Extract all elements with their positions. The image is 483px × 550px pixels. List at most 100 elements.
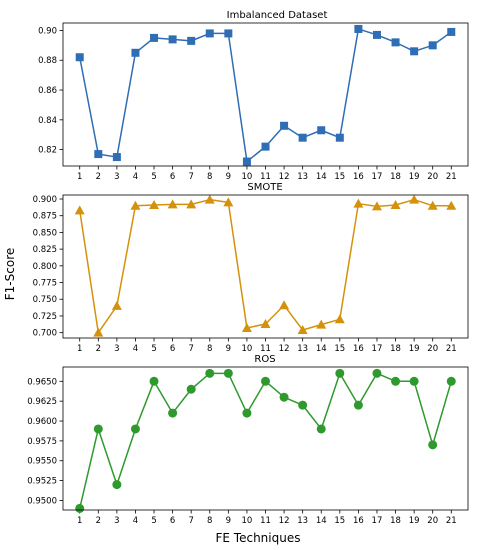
data-point (167, 199, 178, 209)
data-point (223, 197, 234, 207)
x-tick-label: 3 (114, 516, 119, 526)
x-tick-label: 12 (279, 172, 290, 182)
data-point (447, 27, 456, 36)
data-point (149, 200, 160, 210)
data-point (371, 201, 382, 211)
data-point (261, 142, 270, 151)
data-point (446, 376, 456, 386)
data-point (75, 53, 84, 62)
data-point (353, 400, 363, 410)
axes-frame (62, 366, 469, 511)
y-tick-label: 0.82 (38, 146, 57, 156)
x-tick-label: 19 (409, 172, 420, 182)
x-tick-label: 17 (372, 516, 383, 526)
x-tick-label: 14 (316, 172, 327, 182)
data-point (168, 408, 178, 418)
panel-ros: ROS 1 2 3 4 5 6 7 8 9 10 11 12 13 14 15 16 17 18 19 20 210.9… (27, 354, 469, 526)
x-tick-label: 4 (133, 516, 138, 526)
y-tick-label: 0.88 (38, 56, 57, 66)
data-point (428, 41, 437, 50)
x-tick-label: 9 (226, 172, 231, 182)
y-tick-label: 0.90 (38, 26, 57, 36)
y-tick-label: 0.775 (33, 279, 57, 289)
y-tick-label: 0.9550 (27, 457, 57, 467)
x-tick-label: 15 (334, 516, 345, 526)
x-tick-label: 10 (242, 344, 253, 354)
x-tick-label: 18 (390, 172, 401, 182)
x-tick-label: 2 (96, 516, 101, 526)
x-tick-label: 8 (207, 516, 212, 526)
data-point (223, 368, 233, 378)
panel-smote: SMOTE 1 2 3 4 5 6 7 8 9 10 11 12 13 14 15 16 17 18 19 20 210… (33, 182, 469, 354)
x-tick-label: 18 (390, 344, 401, 354)
x-tick-label: 14 (316, 516, 327, 526)
data-point (353, 198, 364, 208)
x-tick-label: 20 (427, 516, 438, 526)
x-tick-label: 5 (151, 516, 156, 526)
data-point (111, 300, 122, 310)
data-point (335, 133, 344, 142)
plot-area: 1 2 3 4 5 6 7 8 9 10 11 12 13 14 15 16 17 18 19 20 210.95000… (27, 368, 457, 526)
x-tick-label: 6 (170, 344, 175, 354)
data-point (168, 35, 177, 44)
x-tick-label: 15 (334, 172, 345, 182)
x-tick-label: 19 (409, 344, 420, 354)
y-tick-label: 0.850 (33, 228, 57, 238)
data-point (130, 200, 141, 210)
plot-area: 1 2 3 4 5 6 7 8 9 10 11 12 13 14 15 16 17 18 19 20 210.7000.… (33, 194, 457, 354)
data-point (335, 368, 345, 378)
panel-title: ROS (254, 354, 275, 365)
data-point (428, 440, 438, 450)
x-tick-label: 11 (260, 516, 271, 526)
y-tick-label: 0.800 (33, 262, 57, 272)
data-point (279, 300, 290, 310)
data-point (75, 503, 85, 513)
x-tick-label: 7 (188, 344, 193, 354)
x-tick-label: 21 (446, 172, 457, 182)
data-point (260, 318, 271, 328)
y-tick-label: 0.825 (33, 245, 57, 255)
panel-title: SMOTE (247, 182, 282, 193)
data-point (205, 368, 215, 378)
x-tick-label: 16 (353, 172, 364, 182)
y-tick-label: 0.9500 (27, 496, 57, 506)
x-tick-label: 1 (77, 516, 82, 526)
data-point (149, 376, 159, 386)
x-tick-label: 3 (114, 344, 119, 354)
data-point (187, 36, 196, 45)
x-tick-label: 16 (353, 344, 364, 354)
data-point (298, 133, 307, 142)
data-point (112, 153, 121, 162)
data-point (204, 194, 215, 204)
data-point (316, 319, 327, 329)
x-tick-label: 5 (151, 344, 156, 354)
x-tick-label: 17 (372, 172, 383, 182)
x-tick-label: 4 (133, 344, 138, 354)
y-tick-label: 0.9525 (27, 477, 57, 487)
data-point (334, 314, 345, 324)
axes-frame (62, 194, 469, 339)
x-tick-label: 14 (316, 344, 327, 354)
x-tick-label: 21 (446, 516, 457, 526)
x-tick-label: 19 (409, 516, 420, 526)
x-tick-label: 3 (114, 172, 119, 182)
x-tick-label: 20 (427, 344, 438, 354)
x-tick-label: 11 (260, 344, 271, 354)
panel-title: Imbalanced Dataset (227, 10, 328, 21)
data-point (93, 327, 104, 337)
data-point (112, 480, 122, 490)
x-tick-label: 4 (133, 172, 138, 182)
data-point (131, 48, 140, 57)
data-point (130, 424, 140, 434)
data-point (410, 47, 419, 56)
data-point (372, 368, 382, 378)
data-point (224, 29, 233, 38)
data-point (390, 200, 401, 210)
data-point (317, 126, 326, 135)
data-point (74, 205, 85, 215)
data-point (279, 392, 289, 402)
x-tick-label: 11 (260, 172, 271, 182)
x-tick-label: 9 (226, 344, 231, 354)
y-tick-label: 0.900 (33, 195, 57, 205)
